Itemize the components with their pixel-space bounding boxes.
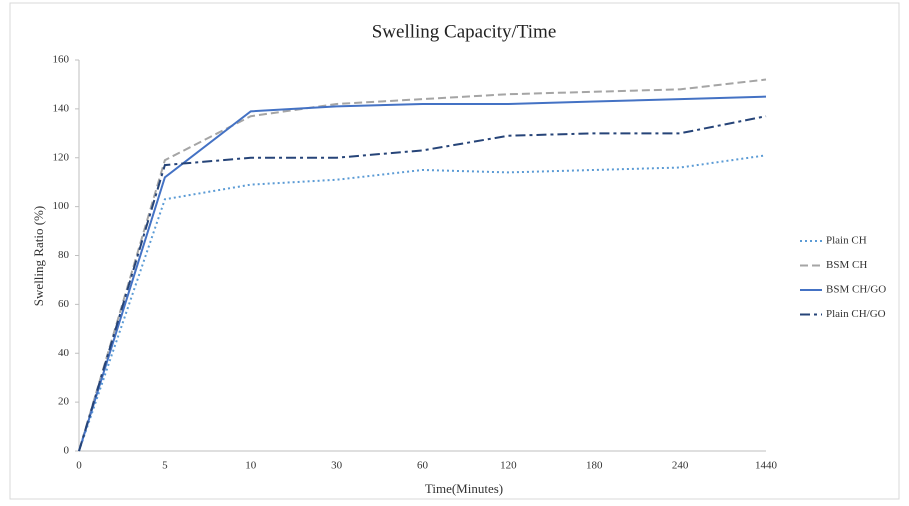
x-tick-label: 0 [76,460,82,472]
x-tick-label: 1440 [755,460,778,472]
y-tick-label: 100 [53,200,70,212]
y-tick-label: 120 [53,151,70,163]
x-tick-label: 120 [500,460,517,472]
y-tick-label: 80 [58,249,70,261]
y-tick-label: 20 [58,396,70,408]
x-tick-label: 5 [162,460,168,472]
legend-label: BSM CH/GO [826,284,886,296]
legend-label: Plain CH [826,235,867,247]
x-tick-label: 30 [331,460,343,472]
x-tick-label: 180 [586,460,603,472]
x-tick-label: 10 [245,460,257,472]
x-tick-label: 240 [672,460,689,472]
series-line [78,95,767,452]
series-line [78,154,767,452]
legend-label: BSM CH [826,259,867,271]
chart-frame [9,2,900,500]
y-tick-label: 0 [64,445,70,457]
chart-title: Swelling Capacity/Time [372,21,557,42]
y-axis-label: Swelling Ratio (%) [31,206,46,306]
y-tick-label: 160 [53,54,70,66]
x-tick-label: 60 [417,460,429,472]
y-tick-label: 60 [58,298,70,310]
x-axis-label: Time(Minutes) [425,481,503,496]
y-tick-label: 40 [58,347,70,359]
y-tick-label: 140 [53,102,70,114]
legend-label: Plain CH/GO [826,308,886,320]
